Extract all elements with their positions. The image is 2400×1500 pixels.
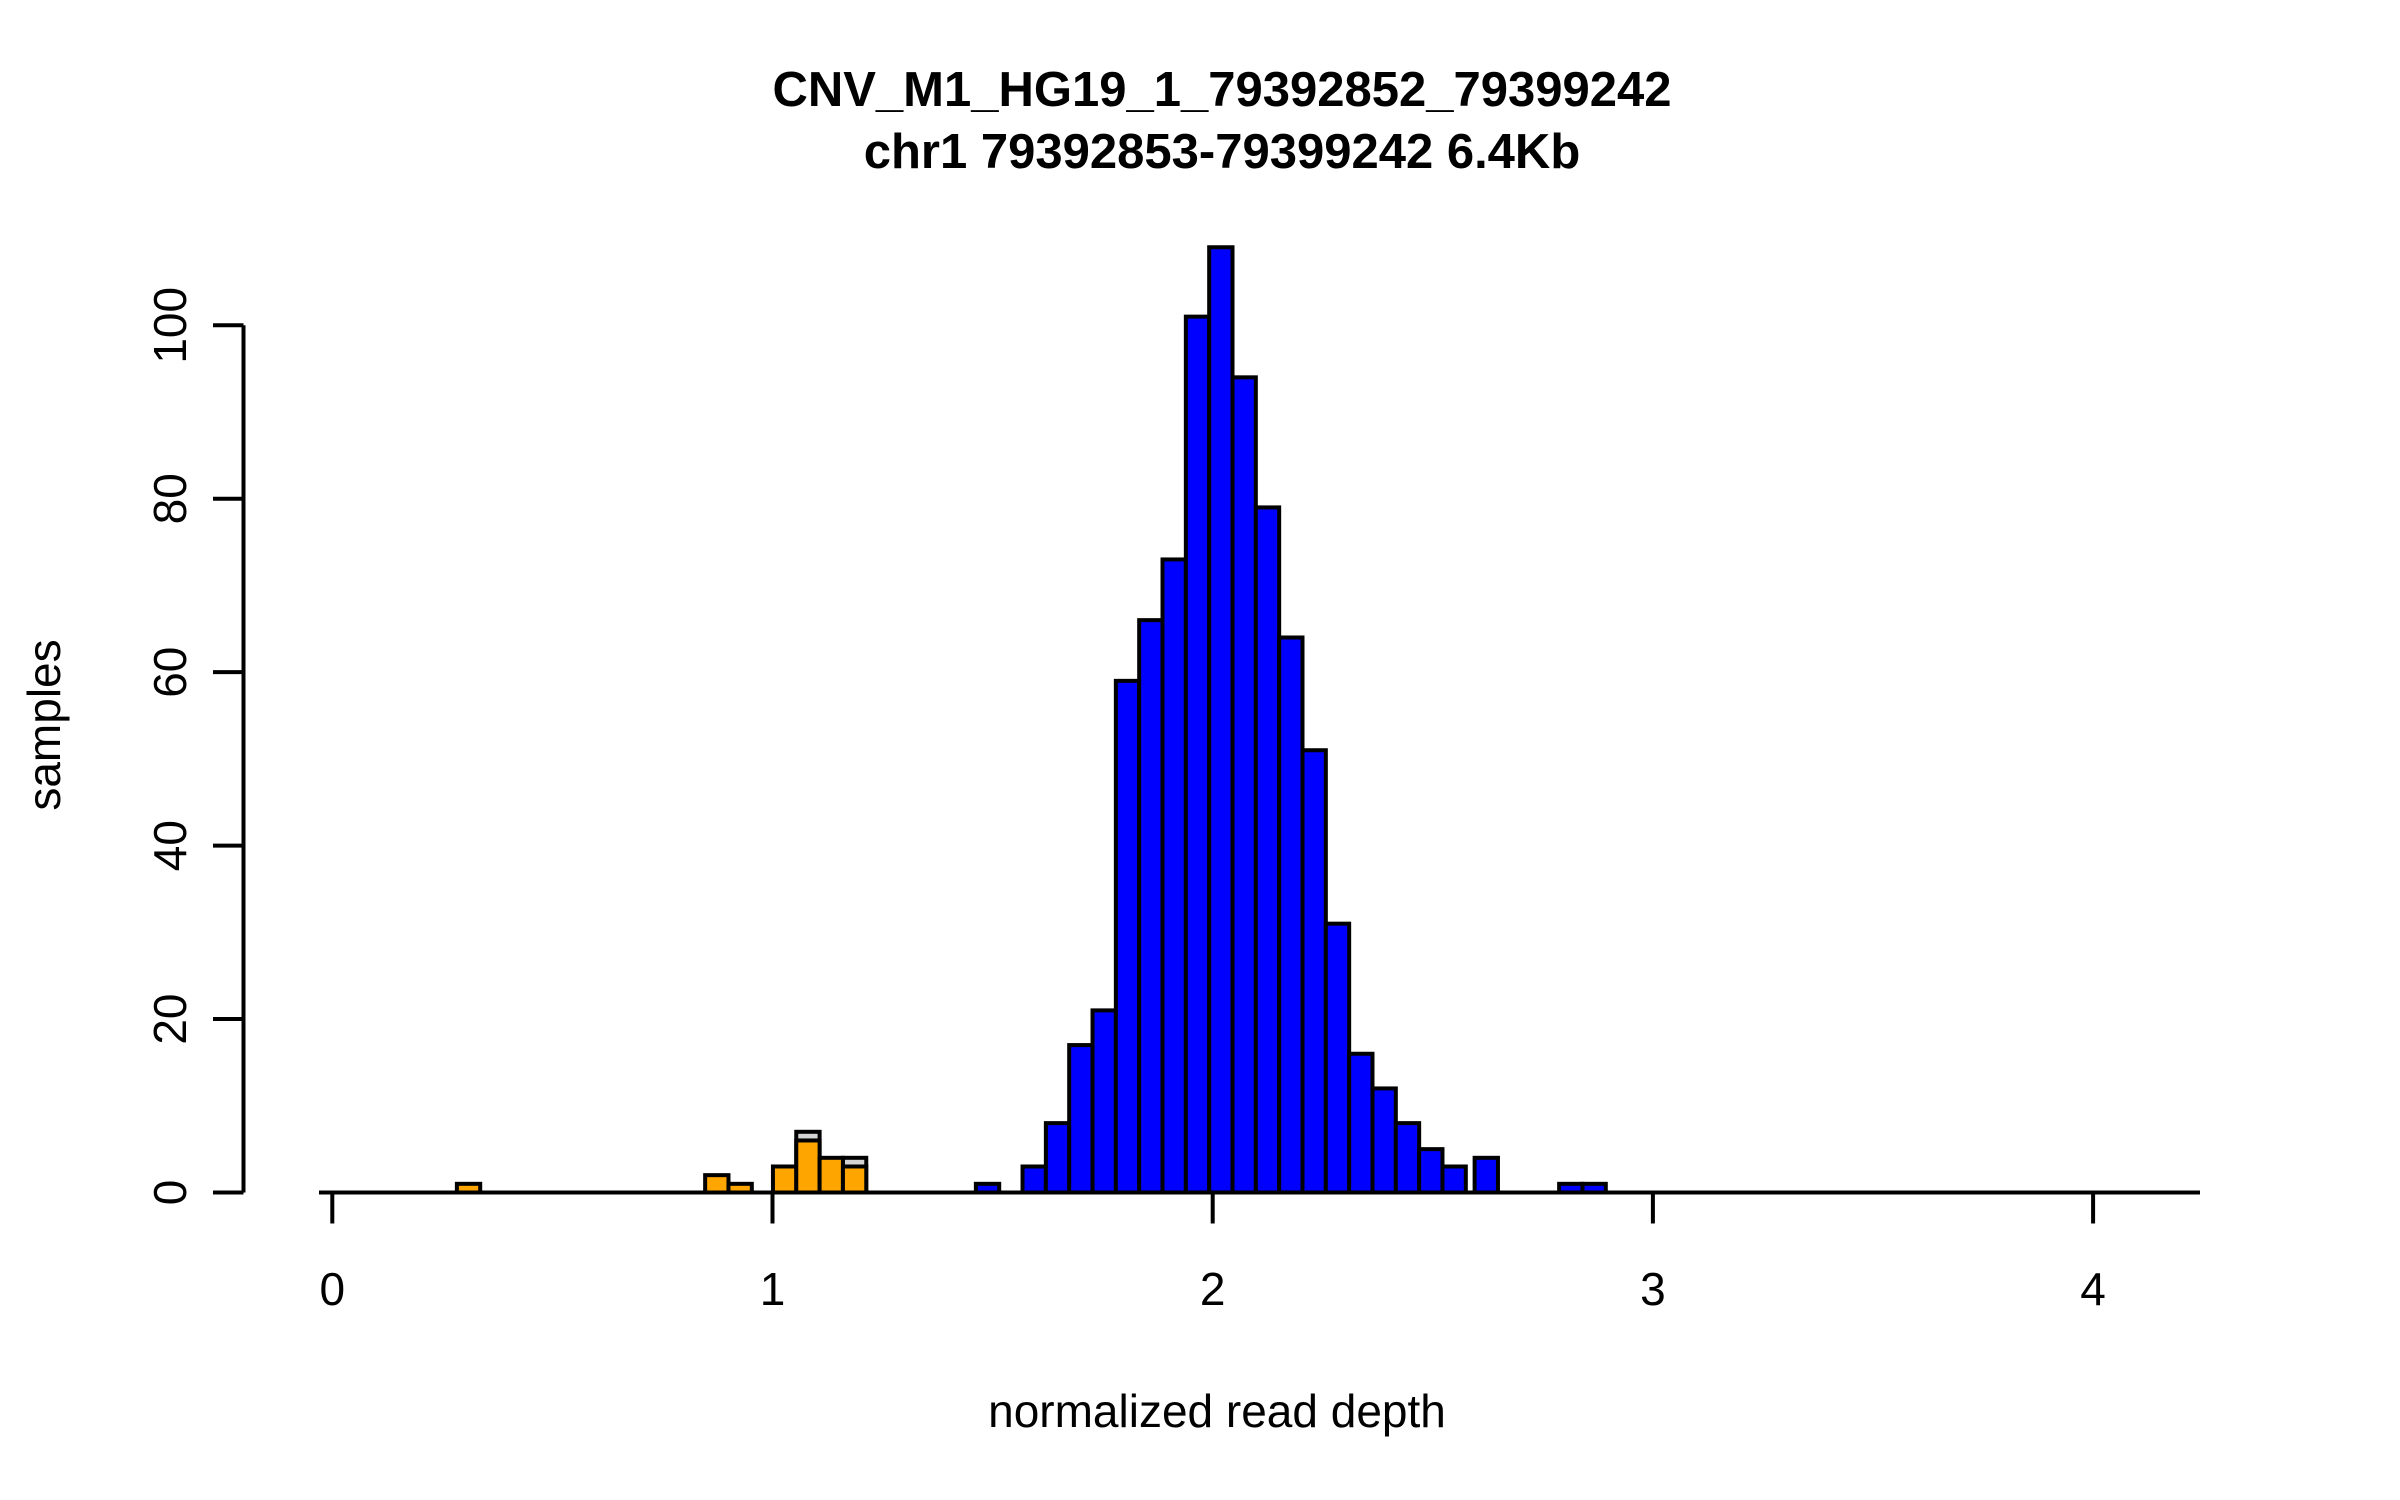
y-axis-tick-label: 100 bbox=[144, 287, 196, 364]
x-axis-tick-label: 2 bbox=[1200, 1263, 1226, 1315]
histogram-bar bbox=[1417, 1147, 1445, 1195]
y-axis-tick-label: 40 bbox=[144, 820, 196, 871]
histogram-bar bbox=[1020, 1164, 1048, 1195]
plot-title-line2: chr1 79392853-79399242 6.4Kb bbox=[863, 125, 1581, 179]
histogram-bar bbox=[1207, 245, 1235, 1195]
histogram-bar bbox=[840, 1164, 869, 1195]
histogram-bar bbox=[1137, 618, 1165, 1195]
histogram-bar bbox=[1090, 1008, 1118, 1195]
histogram-bar bbox=[794, 1138, 822, 1195]
histogram-bar bbox=[770, 1164, 799, 1195]
histogram-bar bbox=[1393, 1121, 1422, 1195]
x-axis-tick-label: 0 bbox=[320, 1263, 346, 1315]
x-axis-label: normalized read depth bbox=[988, 1385, 1446, 1437]
y-axis-tick-label: 80 bbox=[144, 473, 196, 524]
y-axis-tick-label: 60 bbox=[144, 647, 196, 698]
x-axis-tick-label: 3 bbox=[1640, 1263, 1666, 1315]
histogram-bar bbox=[1160, 557, 1188, 1195]
histogram-bar bbox=[1043, 1121, 1072, 1195]
histogram-bar bbox=[1230, 375, 1258, 1195]
histogram-bar bbox=[1323, 921, 1352, 1195]
plot-title-line1: CNV_M1_HG19_1_79392852_79399242 bbox=[772, 63, 1672, 117]
histogram-bar bbox=[1183, 314, 1212, 1195]
histogram-bar bbox=[1277, 635, 1305, 1195]
histogram-bar bbox=[1347, 1051, 1375, 1195]
histogram-bar bbox=[1300, 748, 1328, 1195]
histogram-bar bbox=[1067, 1043, 1095, 1195]
histogram-bar bbox=[817, 1155, 845, 1195]
histogram-bar bbox=[1472, 1155, 1500, 1195]
histogram-bar bbox=[1113, 678, 1142, 1195]
histogram-bar bbox=[1440, 1164, 1468, 1195]
histogram-bar bbox=[703, 1173, 731, 1195]
y-axis-tick-label: 0 bbox=[144, 1180, 196, 1206]
histogram-bar bbox=[1370, 1086, 1398, 1195]
x-axis-tick-label: 1 bbox=[760, 1263, 786, 1315]
histogram-bar bbox=[1253, 505, 1282, 1195]
x-axis-tick-label: 4 bbox=[2080, 1263, 2106, 1315]
y-axis-tick-label: 20 bbox=[144, 993, 196, 1044]
y-axis-label: samples bbox=[18, 639, 70, 811]
